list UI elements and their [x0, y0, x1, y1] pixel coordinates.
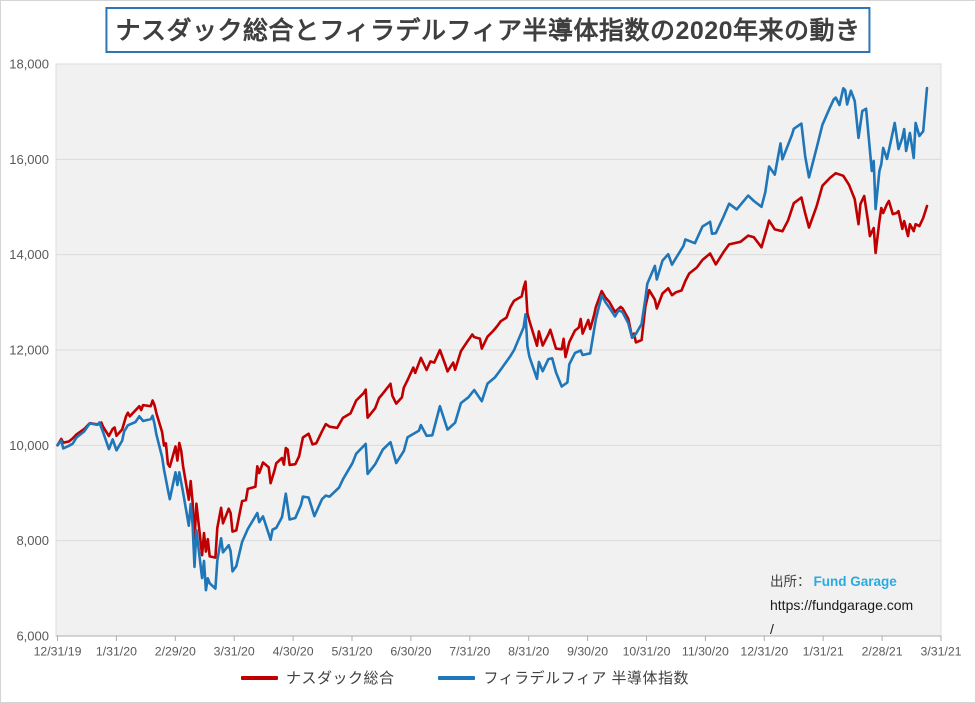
legend-label-sox: フィラデルフィア 半導体指数 [483, 670, 690, 687]
y-axis-label: 8,000 [16, 533, 49, 548]
x-axis-label: 2/29/20 [155, 645, 196, 659]
series-line-sox [56, 86, 929, 592]
legend-item-nasdaq: ナスダック総合 [240, 667, 395, 688]
x-axis-label: 1/31/21 [803, 645, 844, 659]
x-axis-label: 4/30/20 [273, 645, 314, 659]
y-axis-label: 16,000 [9, 152, 49, 167]
x-axis-label: 9/30/20 [567, 645, 608, 659]
legend-swatch-sox [438, 675, 476, 680]
x-axis-label: 10/31/20 [623, 645, 671, 659]
legend-swatch-nasdaq [240, 675, 278, 680]
x-axis-label: 2/28/21 [862, 645, 903, 659]
x-axis-label: 12/31/19 [34, 645, 82, 659]
x-axis-label: 8/31/20 [508, 645, 549, 659]
y-axis-label: 10,000 [9, 438, 49, 453]
legend-item-sox: フィラデルフィア 半導体指数 [438, 667, 689, 688]
x-axis-label: 6/30/20 [390, 645, 431, 659]
y-axis-label: 6,000 [16, 629, 49, 644]
x-axis-label: 11/30/20 [682, 645, 729, 659]
legend-label-nasdaq: ナスダック総合 [285, 670, 395, 687]
x-axis-label: 3/31/21 [920, 645, 961, 659]
x-axis-label: 3/31/20 [214, 645, 255, 659]
chart-title: ナスダック総合とフィラデルフィア半導体指数の2020年来の動き [105, 7, 871, 53]
source-attribution: 出所： Fund Garage https://fundgarage.com / [770, 571, 913, 642]
source-url: https://fundgarage.com / [770, 594, 913, 642]
y-axis-label: 18,000 [9, 57, 49, 72]
source-url-wrap: / [770, 620, 774, 637]
x-axis-label: 12/31/20 [740, 645, 788, 659]
source-url-text: https://fundgarage.com [770, 596, 914, 613]
y-axis-label: 12,000 [9, 343, 49, 358]
x-axis-label: 5/31/20 [331, 645, 372, 659]
legend: ナスダック総合 フィラデルフィア 半導体指数 [1, 667, 953, 688]
source-label: 出所： [770, 574, 811, 589]
source-brand-name: Fund Garage [813, 574, 897, 589]
source-line: 出所： Fund Garage [770, 571, 913, 594]
y-axis-label: 14,000 [9, 247, 49, 262]
x-axis-label: 7/31/20 [449, 645, 490, 659]
series-line-nasdaq [56, 171, 929, 559]
x-axis-label: 1/31/20 [96, 645, 137, 659]
